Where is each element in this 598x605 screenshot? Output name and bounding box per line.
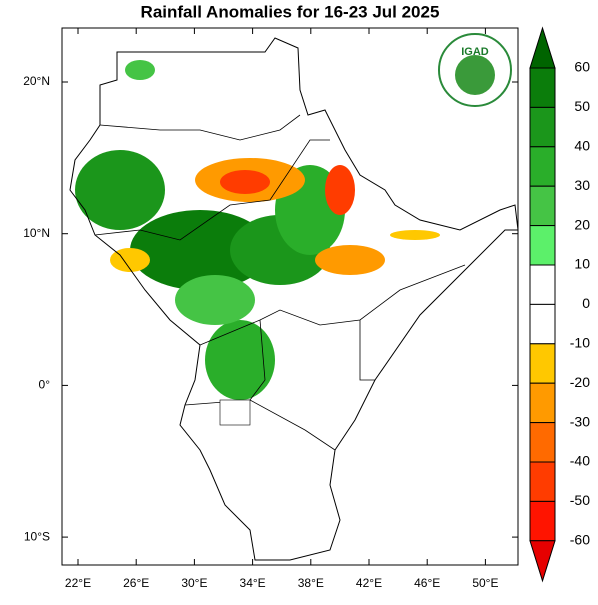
wet-area xyxy=(175,275,255,325)
dry-area xyxy=(315,245,385,275)
colorbar-swatch xyxy=(529,422,556,463)
dry-area xyxy=(325,165,355,215)
colorbar: 60 50 40 30 20 10 0 -10 -20 -30 -40 -50 -60 xyxy=(529,26,590,583)
wet-area xyxy=(125,60,155,80)
colorbar-label: -60 xyxy=(570,532,590,548)
region-outline xyxy=(69,37,519,561)
colorbar-swatch xyxy=(529,303,556,345)
lat-label: 0° xyxy=(39,378,51,392)
colorbar-label: 40 xyxy=(574,138,590,154)
lon-label: 34°E xyxy=(240,576,266,590)
colorbar-swatch xyxy=(529,461,556,502)
colorbar-swatch xyxy=(529,225,556,266)
colorbar-swatch xyxy=(529,500,556,542)
lon-label: 30°E xyxy=(181,576,207,590)
border xyxy=(249,319,266,401)
colorbar-arrow xyxy=(529,540,556,583)
colorbar-label: 30 xyxy=(574,177,590,193)
lon-label: 46°E xyxy=(414,576,440,590)
colorbar-swatch xyxy=(529,146,556,187)
logo: IGAD xyxy=(438,33,512,107)
map-frame xyxy=(61,27,519,566)
axes: 22°E 26°E 30°E 34°E 38°E 42°E 46°E 50°E 20°N 10°N… xyxy=(23,28,518,590)
colorbar-label: -50 xyxy=(570,492,590,508)
lon-label: 38°E xyxy=(298,576,324,590)
colorbar-label: 10 xyxy=(574,256,590,272)
lon-label: 42°E xyxy=(356,576,382,590)
colorbar-label: -10 xyxy=(570,335,590,351)
wet-area xyxy=(205,320,275,400)
colorbar-label: -30 xyxy=(570,413,590,429)
colorbar-label: 60 xyxy=(574,59,590,75)
colorbar-label: 50 xyxy=(574,98,590,114)
colorbar-swatch xyxy=(529,67,556,108)
lat-label: 10°N xyxy=(23,226,50,240)
lake xyxy=(219,399,251,426)
border xyxy=(359,320,375,381)
colorbar-swatch xyxy=(529,185,556,227)
colorbar-label: -40 xyxy=(570,453,590,469)
wet-area xyxy=(130,210,270,290)
colorbar-label: -20 xyxy=(570,374,590,390)
colorbar-swatch xyxy=(529,343,556,384)
colorbar-arrow xyxy=(529,26,556,69)
lat-label: 10°S xyxy=(24,529,50,543)
logo-globe xyxy=(455,55,495,95)
colorbar-label: 20 xyxy=(574,216,590,232)
lat-label: 20°N xyxy=(23,74,50,88)
colorbar-swatch xyxy=(529,264,556,305)
colorbar-swatch xyxy=(529,382,556,424)
dry-area xyxy=(110,248,150,272)
wet-area xyxy=(75,150,165,230)
logo-text: IGAD xyxy=(461,46,489,58)
border xyxy=(184,399,336,451)
colorbar-swatch xyxy=(529,106,556,148)
lon-label: 22°E xyxy=(65,576,91,590)
lon-label: 26°E xyxy=(123,576,149,590)
border xyxy=(94,139,330,241)
dry-area xyxy=(390,230,440,240)
lon-label: 50°E xyxy=(472,576,498,590)
border xyxy=(99,114,301,141)
title: Rainfall Anomalies for 16-23 Jul 2025 xyxy=(141,2,440,21)
colorbar-label: 0 xyxy=(582,295,590,311)
rain-anomaly-field xyxy=(75,60,440,400)
dry-area xyxy=(220,170,270,194)
